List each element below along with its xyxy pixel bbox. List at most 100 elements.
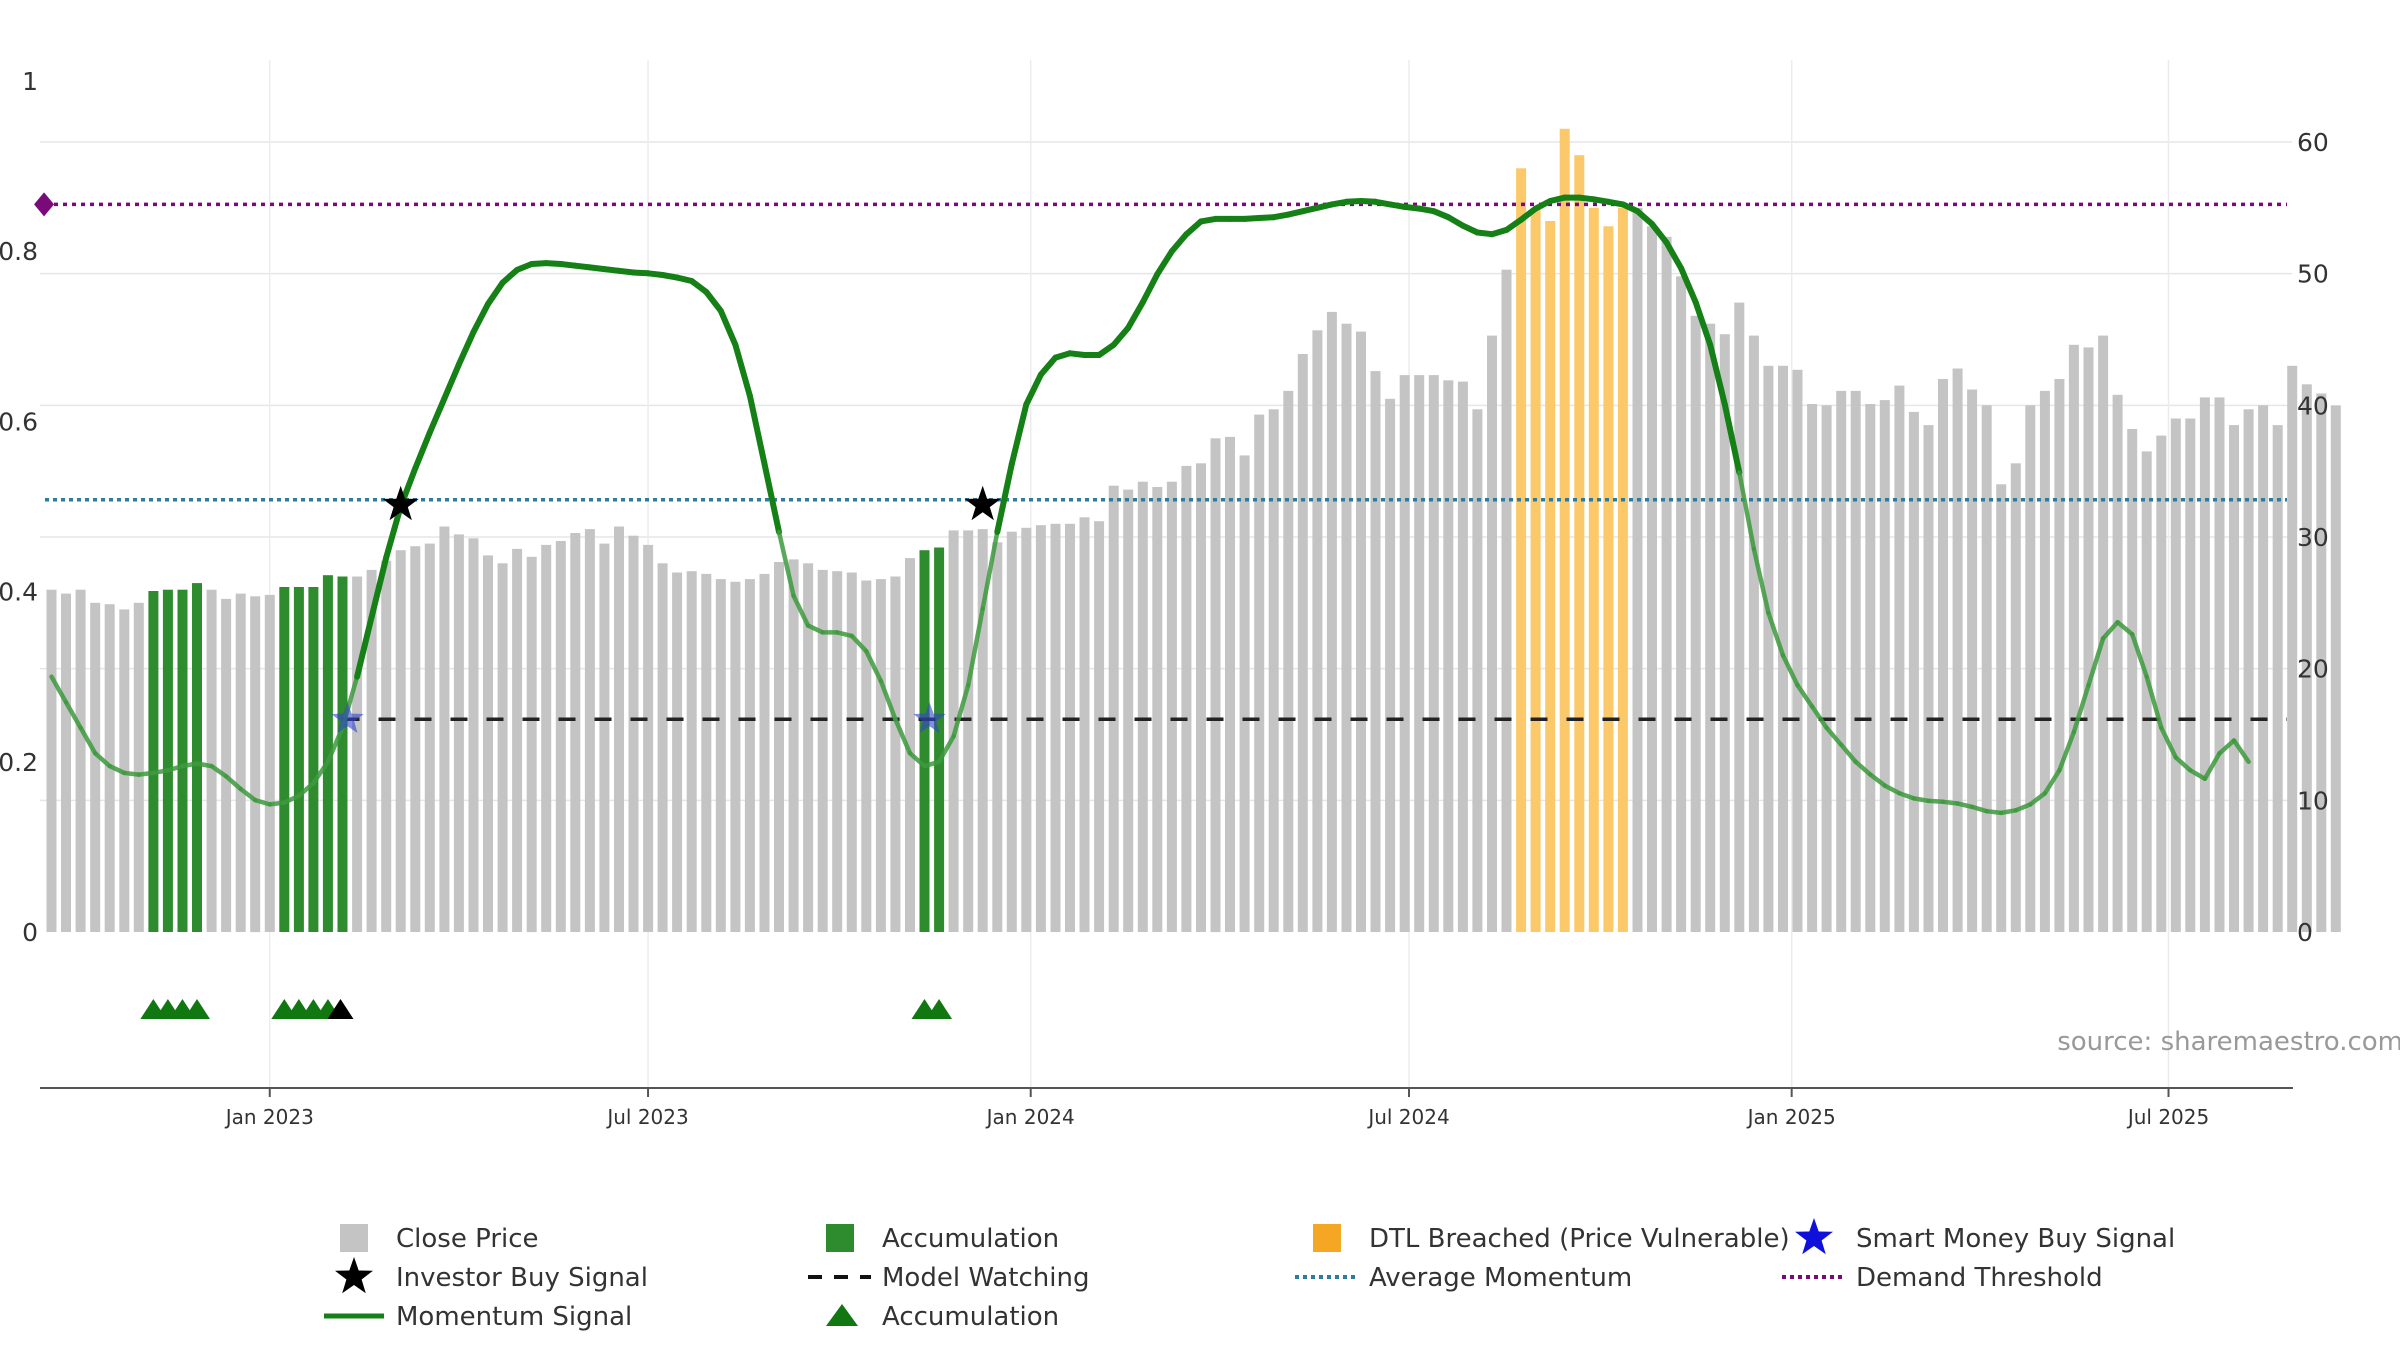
dtl-breached-bar: [1545, 221, 1556, 932]
legend-label: Investor Buy Signal: [396, 1263, 648, 1293]
momentum-segment: [1023, 371, 1044, 408]
close-price-bar: [1035, 525, 1046, 932]
momentum-segment: [1692, 299, 1714, 348]
momentum-segment: [180, 761, 200, 769]
close-price-bar: [206, 589, 217, 932]
close-price-bar: [2141, 451, 2152, 932]
momentum-segment: [1634, 208, 1655, 227]
close-price-bar: [628, 535, 639, 932]
close-price-bar: [657, 563, 668, 932]
momentum-segment: [994, 460, 1015, 535]
momentum-segment: [455, 329, 477, 368]
dtl-breached-bar: [1588, 207, 1599, 933]
accumulation-bar: [293, 587, 304, 932]
close-price-bar: [1472, 409, 1483, 932]
close-price-bar: [1210, 438, 1221, 933]
left-axis-tick-label: 0: [22, 918, 38, 947]
accumulation-bar: [322, 575, 333, 932]
close-price-bar: [744, 579, 755, 932]
momentum-segment: [2057, 729, 2077, 773]
legend-triangle: [826, 1304, 858, 1326]
close-price-bar: [1501, 269, 1512, 932]
momentum-segment: [2086, 636, 2106, 688]
momentum-segment: [791, 593, 811, 628]
momentum-segment: [194, 761, 214, 769]
legend-item: Accumulation: [826, 1224, 1059, 1254]
close-price-bar: [992, 542, 1003, 932]
momentum-segment: [1678, 265, 1699, 306]
close-price-bar: [963, 530, 974, 932]
demand-threshold-marker: [34, 192, 55, 217]
smart-money-buy-star: [913, 702, 946, 733]
close-price-bar: [512, 548, 523, 932]
close-price-bar: [1734, 302, 1745, 933]
close-price-bar: [2170, 418, 2181, 932]
momentum-segment: [78, 725, 98, 756]
momentum-segment: [1795, 682, 1815, 709]
legend-label: Accumulation: [882, 1302, 1059, 1332]
investor-signal-triangle-marker: [327, 999, 354, 1019]
close-price-bar: [395, 550, 406, 932]
accumulation-bar: [308, 587, 319, 932]
momentum-segment: [470, 301, 491, 335]
close-price-bar: [1254, 414, 1265, 933]
close-price-bar: [1952, 368, 1963, 932]
x-axis-tick-label: Jul 2023: [605, 1105, 688, 1129]
close-price-bar: [2098, 335, 2109, 933]
close-price-bar: [1123, 489, 1134, 932]
legend-label: Close Price: [396, 1224, 539, 1254]
right-axis-tick-label: 20: [2297, 655, 2329, 684]
close-price-bar: [352, 576, 363, 932]
close-price-bar: [817, 569, 828, 932]
legend-label: DTL Breached (Price Vulnerable): [1369, 1224, 1790, 1254]
legend-item: Model Watching: [808, 1263, 1089, 1293]
momentum-segment: [325, 725, 345, 765]
close-price-bar: [2287, 365, 2298, 932]
momentum-segment: [922, 759, 942, 769]
close-price-bar: [905, 558, 915, 932]
momentum-segment: [151, 768, 171, 776]
close-price-bar: [1996, 484, 2007, 932]
buy-signals: [331, 485, 1001, 733]
momentum-segment: [1008, 401, 1030, 467]
legend-label: Model Watching: [882, 1263, 1089, 1293]
momentum-segment: [2231, 738, 2251, 765]
close-price-bar: [424, 543, 435, 932]
close-price-bar: [235, 593, 246, 932]
close-price-bar: [2039, 390, 2050, 932]
momentum-segment: [2129, 631, 2149, 679]
right-axis-tick-label: 50: [2297, 260, 2329, 289]
close-price-bar: [570, 533, 581, 932]
close-price-bar: [599, 543, 610, 932]
legend-item: Smart Money Buy Signal: [1795, 1218, 2175, 1255]
close-price-bar: [1443, 380, 1454, 932]
close-price-bar: [2199, 397, 2210, 932]
momentum-segment: [107, 763, 127, 776]
momentum-segment: [936, 734, 956, 765]
momentum-signal: [49, 194, 2251, 816]
close-price-bar: [555, 541, 566, 932]
momentum-segment: [2159, 725, 2179, 760]
momentum-segment: [122, 770, 142, 777]
legend-item: Momentum Signal: [324, 1302, 632, 1332]
close-price-bar: [788, 559, 799, 932]
legend-item: Close Price: [340, 1224, 539, 1254]
close-price-bar: [701, 573, 712, 932]
close-price-bar: [1108, 485, 1119, 932]
momentum-segment: [965, 606, 985, 688]
close-price-bar: [1268, 409, 1279, 932]
momentum-segment: [92, 751, 112, 769]
momentum-segment: [499, 266, 521, 286]
close-price-bar: [1370, 371, 1381, 933]
accumulation-triangle-marker: [184, 999, 210, 1019]
momentum-segment: [761, 460, 782, 535]
x-axis-tick-label: Jan 2024: [985, 1105, 1075, 1129]
momentum-segment: [1154, 248, 1175, 278]
momentum-segment: [1707, 341, 1728, 408]
momentum-segment: [849, 633, 869, 654]
close-price-bar: [1341, 323, 1352, 932]
momentum-segment: [1751, 546, 1771, 616]
close-price-bar: [890, 576, 901, 932]
momentum-segment: [223, 774, 243, 792]
